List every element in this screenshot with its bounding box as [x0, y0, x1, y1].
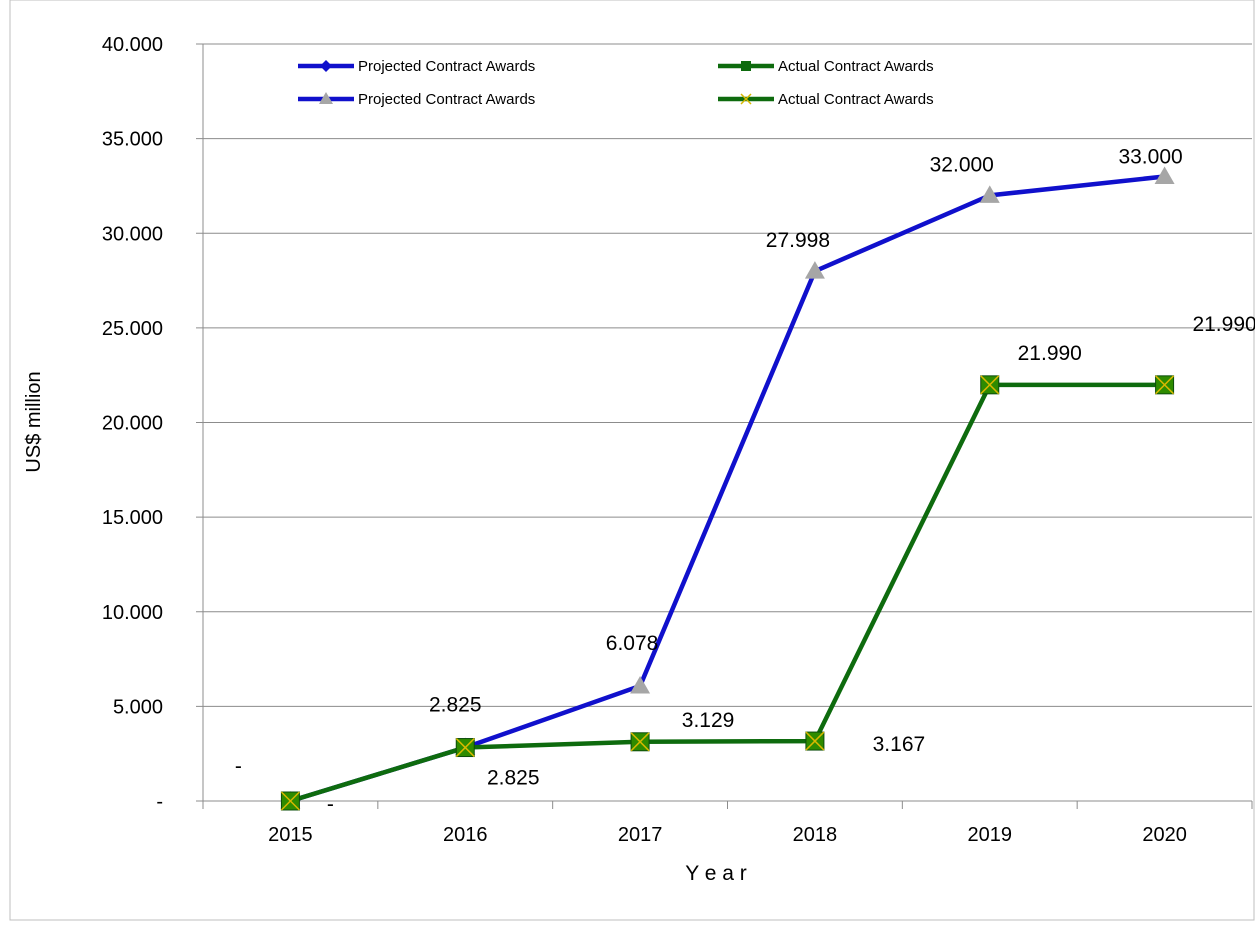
- data-label: 6.078: [606, 632, 659, 655]
- data-label: 2.825: [487, 767, 540, 790]
- axes: - 5.000 10.000 15.000 20.000 25.000 30.000 35.0…: [102, 34, 1253, 846]
- x-tick-label: 2017: [618, 824, 663, 846]
- series-line-actual: [289, 382, 1165, 804]
- y-tick-label: 35.000: [102, 129, 163, 151]
- legend-item: Projected Contract Awards: [298, 58, 535, 75]
- legend-item: Actual Contract Awards: [718, 91, 934, 108]
- legend-marker: [740, 93, 752, 105]
- data-label: 3.167: [873, 733, 926, 756]
- data-label: -: [235, 755, 242, 778]
- y-tick-label: 5.000: [113, 696, 163, 718]
- data-label: 33.000: [1118, 145, 1182, 168]
- data-point: [455, 738, 475, 758]
- legend-marker: [741, 61, 751, 71]
- data-label: 21.990: [1192, 313, 1255, 336]
- data-label: 27.998: [766, 229, 830, 252]
- data-point: [979, 185, 1000, 203]
- gridlines: [203, 43, 1252, 707]
- data-label: 2.825: [429, 694, 482, 717]
- legend: Projected Contract Awards Actual Contract…: [298, 58, 934, 108]
- data-point: [280, 791, 300, 811]
- data-label: 32.000: [930, 153, 994, 176]
- y-axis-title: US$ million: [23, 371, 45, 472]
- y-tick-label: 15.000: [102, 507, 163, 529]
- series-lines: [280, 166, 1175, 811]
- data-label: 3.129: [682, 709, 735, 732]
- y-tick-label: 10.000: [102, 602, 163, 624]
- data-point: [804, 261, 825, 279]
- x-tick-label: 2018: [793, 824, 838, 846]
- legend-label: Projected Contract Awards: [358, 91, 535, 108]
- data-point: [805, 731, 825, 751]
- y-tick-label: 20.000: [102, 413, 163, 435]
- data-point: [1154, 166, 1175, 184]
- y-tick-label: 30.000: [102, 223, 163, 245]
- y-tick-label: 40.000: [102, 34, 163, 56]
- x-axis-title: Y e a r: [685, 862, 746, 885]
- legend-label: Projected Contract Awards: [358, 58, 535, 75]
- x-tick-label: 2019: [968, 824, 1013, 846]
- y-tick-label: 25.000: [102, 318, 163, 340]
- data-point: [1155, 375, 1175, 395]
- data-point: [630, 675, 651, 694]
- chart-border: [9, 0, 1255, 921]
- x-tick-label: 2015: [268, 824, 313, 846]
- legend-label: Actual Contract Awards: [778, 58, 934, 75]
- data-label: 21.990: [1018, 342, 1082, 365]
- data-point: [630, 732, 650, 752]
- legend-marker: [319, 92, 333, 104]
- x-tick-label: 2016: [443, 824, 488, 846]
- data-labels: - 2.825 6.078 27.998 32.000 33.000 - 2.825 3.129…: [235, 145, 1255, 816]
- data-label: -: [327, 793, 334, 816]
- legend-item: Projected Contract Awards: [298, 91, 535, 108]
- legend-marker: [320, 60, 332, 72]
- legend-item: Actual Contract Awards: [718, 58, 934, 75]
- y-tick-label: -: [156, 791, 163, 813]
- x-tick-label: 2020: [1142, 824, 1187, 846]
- data-point: [980, 375, 1000, 395]
- legend-label: Actual Contract Awards: [778, 91, 934, 108]
